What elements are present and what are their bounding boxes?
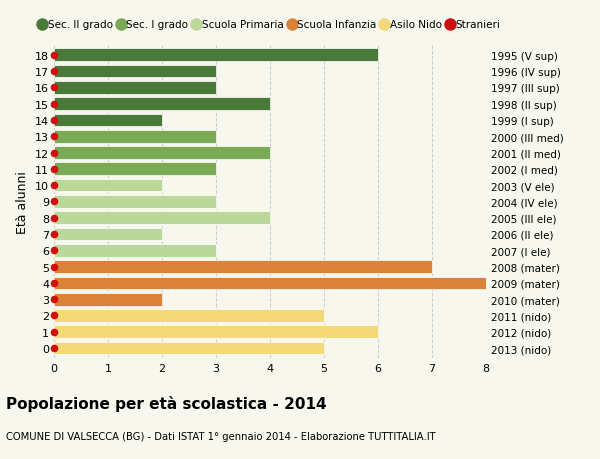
Bar bbox=[54, 228, 162, 241]
Text: Popolazione per età scolastica - 2014: Popolazione per età scolastica - 2014 bbox=[6, 395, 326, 411]
Bar bbox=[54, 244, 216, 257]
Bar bbox=[54, 293, 162, 306]
Bar bbox=[54, 66, 216, 78]
Bar bbox=[54, 342, 324, 355]
Bar bbox=[54, 147, 270, 160]
Bar bbox=[54, 114, 162, 127]
Bar bbox=[54, 212, 270, 224]
Bar bbox=[54, 179, 162, 192]
Bar bbox=[54, 82, 216, 95]
Legend: Sec. II grado, Sec. I grado, Scuola Primaria, Scuola Infanzia, Asilo Nido, Stran: Sec. II grado, Sec. I grado, Scuola Prim… bbox=[35, 16, 505, 34]
Bar bbox=[54, 98, 270, 111]
Bar bbox=[54, 261, 432, 273]
Bar bbox=[54, 277, 486, 290]
Bar bbox=[54, 326, 378, 338]
Bar bbox=[54, 131, 216, 143]
Text: COMUNE DI VALSECCA (BG) - Dati ISTAT 1° gennaio 2014 - Elaborazione TUTTITALIA.I: COMUNE DI VALSECCA (BG) - Dati ISTAT 1° … bbox=[6, 431, 436, 442]
Bar bbox=[54, 196, 216, 208]
Bar bbox=[54, 309, 324, 322]
Bar bbox=[54, 163, 216, 176]
Bar bbox=[54, 49, 378, 62]
Y-axis label: Età alunni: Età alunni bbox=[16, 171, 29, 233]
